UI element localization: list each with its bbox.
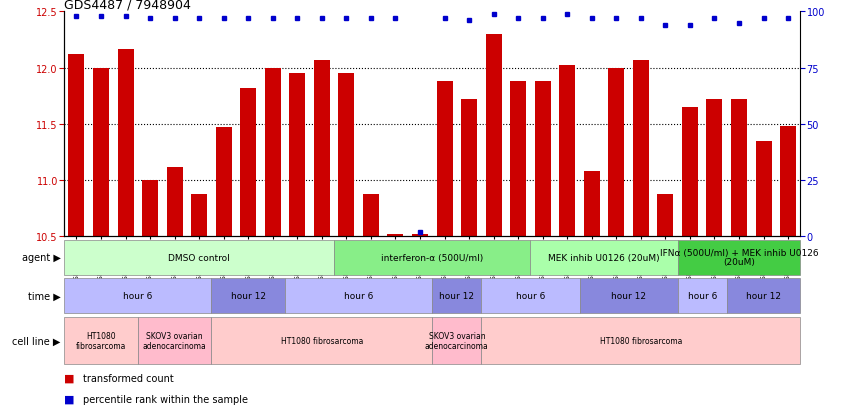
Text: time ▶: time ▶ — [28, 291, 61, 301]
Bar — [68, 55, 85, 237]
Bar — [584, 172, 600, 237]
Bar — [678, 278, 727, 313]
Text: IFNα (500U/ml) + MEK inhib U0126
(20uM): IFNα (500U/ml) + MEK inhib U0126 (20uM) — [660, 248, 818, 267]
Bar — [388, 235, 403, 237]
Bar — [285, 278, 432, 313]
Text: hour 6: hour 6 — [687, 292, 716, 300]
Text: interferon-α (500U/ml): interferon-α (500U/ml) — [381, 253, 484, 262]
Bar — [167, 167, 182, 237]
Bar — [241, 89, 256, 237]
Text: hour 12: hour 12 — [439, 292, 474, 300]
Bar — [334, 240, 531, 275]
Bar — [191, 194, 207, 237]
Bar — [678, 240, 800, 275]
Bar — [211, 317, 432, 364]
Bar — [780, 127, 796, 237]
Text: agent ▶: agent ▶ — [22, 252, 61, 263]
Bar — [314, 61, 330, 237]
Text: hour 6: hour 6 — [344, 292, 373, 300]
Text: percentile rank within the sample: percentile rank within the sample — [83, 394, 248, 404]
Bar — [93, 69, 109, 237]
Text: hour 12: hour 12 — [231, 292, 265, 300]
Text: hour 12: hour 12 — [746, 292, 781, 300]
Text: hour 12: hour 12 — [611, 292, 646, 300]
Bar — [432, 278, 481, 313]
Text: hour 6: hour 6 — [123, 292, 152, 300]
Text: SKOV3 ovarian
adenocarcinoma: SKOV3 ovarian adenocarcinoma — [143, 331, 206, 350]
Bar — [211, 278, 285, 313]
Bar — [682, 108, 698, 237]
Bar — [535, 82, 550, 237]
Text: MEK inhib U0126 (20uM): MEK inhib U0126 (20uM) — [548, 253, 660, 262]
Bar — [481, 278, 580, 313]
Bar — [727, 278, 800, 313]
Bar — [64, 278, 211, 313]
Text: DMSO control: DMSO control — [169, 253, 230, 262]
Text: GDS4487 / 7948904: GDS4487 / 7948904 — [64, 0, 191, 11]
Bar — [64, 317, 138, 364]
Bar — [580, 278, 678, 313]
Text: hour 6: hour 6 — [516, 292, 545, 300]
Bar — [432, 317, 481, 364]
Text: SKOV3 ovarian
adenocarcinoma: SKOV3 ovarian adenocarcinoma — [425, 331, 489, 350]
Bar — [531, 240, 678, 275]
Bar — [706, 100, 722, 237]
Bar — [363, 194, 379, 237]
Text: transformed count: transformed count — [83, 373, 174, 383]
Bar — [289, 74, 306, 237]
Bar — [559, 66, 575, 237]
Bar — [412, 235, 428, 237]
Bar — [138, 317, 211, 364]
Bar — [265, 69, 281, 237]
Text: HT1080 fibrosarcoma: HT1080 fibrosarcoma — [281, 336, 363, 345]
Bar — [485, 35, 502, 237]
Bar — [142, 180, 158, 237]
Bar — [338, 74, 354, 237]
Bar — [633, 61, 649, 237]
Bar — [481, 317, 800, 364]
Bar — [609, 69, 624, 237]
Bar — [510, 82, 526, 237]
Bar — [216, 128, 232, 237]
Bar — [64, 240, 334, 275]
Text: HT1080 fibrosarcoma: HT1080 fibrosarcoma — [600, 336, 682, 345]
Bar — [437, 82, 453, 237]
Bar — [731, 100, 747, 237]
Text: ■: ■ — [64, 373, 74, 383]
Bar — [756, 141, 771, 237]
Text: ■: ■ — [64, 394, 74, 404]
Text: cell line ▶: cell line ▶ — [12, 335, 61, 346]
Bar — [461, 100, 477, 237]
Bar — [657, 194, 674, 237]
Text: HT1080
fibrosarcoma: HT1080 fibrosarcoma — [76, 331, 126, 350]
Bar — [117, 50, 134, 237]
